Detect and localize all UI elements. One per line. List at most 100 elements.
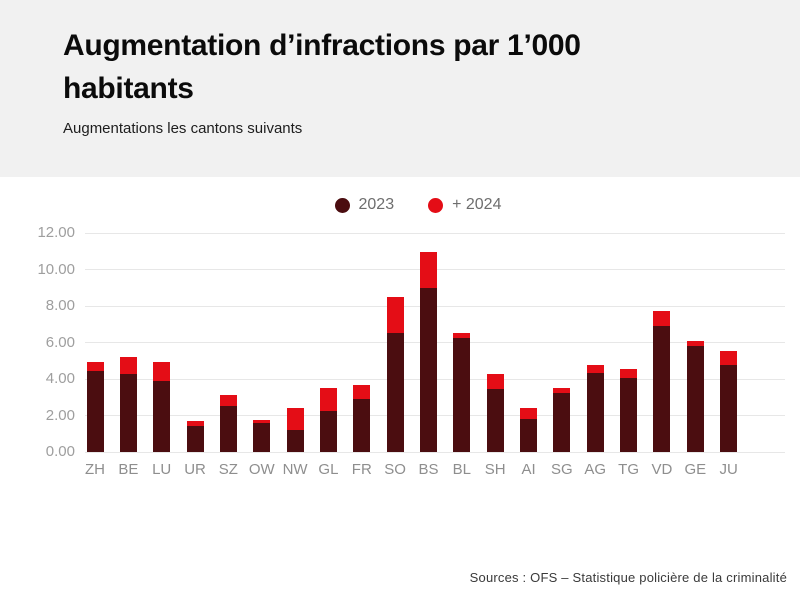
bar-group-OW xyxy=(253,420,271,452)
bar-segment-2023 xyxy=(520,419,538,452)
bar-segment-2024 xyxy=(720,350,738,366)
bar-segment-2023 xyxy=(720,365,738,452)
bar-group-SO xyxy=(386,296,404,452)
y-axis-label: 10.00 xyxy=(37,260,75,278)
grid-line xyxy=(85,232,785,234)
bar-group-BL xyxy=(453,333,471,452)
bar-segment-2024 xyxy=(520,408,538,420)
bar-group-GL xyxy=(319,388,337,452)
bar-group-AG xyxy=(586,365,604,452)
x-axis-label-TG: TG xyxy=(618,461,640,478)
bar-segment-2024 xyxy=(486,373,504,390)
bar-segment-2023 xyxy=(319,410,337,452)
bar-group-NW xyxy=(286,408,304,452)
bar-group-VD xyxy=(653,311,671,452)
page-title: Augmentation d’infractions par 1’000 hab… xyxy=(63,29,581,105)
x-axis-label-GL: GL xyxy=(318,461,339,478)
header: Augmentation d’infractions par 1’000 hab… xyxy=(0,0,800,177)
x-axis-label-FR: FR xyxy=(351,461,372,478)
legend-label-2023: 2023 xyxy=(358,196,395,213)
bar-segment-2024 xyxy=(386,296,404,334)
bar-segment-2024 xyxy=(86,361,104,371)
bar-segment-2023 xyxy=(686,346,704,452)
chart-legend: 2023 + 2024 xyxy=(0,196,800,214)
x-axis-label-AG: AG xyxy=(584,461,607,478)
page-subtitle: Augmentations les cantons suivants xyxy=(63,120,303,137)
bar-group-TG xyxy=(620,368,638,452)
x-axis-label-BS: BS xyxy=(418,461,439,478)
bar-group-FR xyxy=(353,385,371,452)
legend-item-2024: + 2024 xyxy=(428,196,501,214)
legend-dot-2023-icon xyxy=(334,197,350,213)
grid-line xyxy=(85,451,785,453)
bar-segment-2023 xyxy=(119,373,137,452)
x-axis-label-SH: SH xyxy=(484,461,506,478)
y-axis-label: 2.00 xyxy=(45,406,75,424)
bar-segment-2023 xyxy=(153,380,171,452)
x-axis-label-SZ: SZ xyxy=(218,461,238,478)
source-note: Sources : OFS – Statistique policière de… xyxy=(469,570,787,585)
x-axis-label-ZH: ZH xyxy=(85,461,105,478)
x-axis-label-BL: BL xyxy=(452,461,472,478)
x-axis-label-VD: VD xyxy=(651,461,673,478)
x-axis-label-GE: GE xyxy=(684,461,707,478)
bar-segment-2024 xyxy=(353,385,371,400)
y-axis-label: 4.00 xyxy=(45,370,75,387)
bar-segment-2023 xyxy=(653,326,671,452)
plot-area xyxy=(85,232,785,453)
bar-segment-2024 xyxy=(620,368,638,379)
bar-group-AI xyxy=(520,408,538,452)
bar-segment-2023 xyxy=(486,389,504,452)
bar-segment-2023 xyxy=(586,372,604,452)
x-axis-label-JU: JU xyxy=(719,461,738,478)
bar-segment-2024 xyxy=(586,365,604,373)
y-axis-label: 0.00 xyxy=(45,443,75,460)
bar-segment-2023 xyxy=(420,287,437,452)
y-axis-label: 12.00 xyxy=(37,224,75,241)
bar-segment-2023 xyxy=(453,337,471,452)
bar-group-ZH xyxy=(86,361,104,452)
bar-segment-2024 xyxy=(186,420,204,427)
bar-group-SZ xyxy=(219,395,237,452)
bar-segment-2024 xyxy=(653,311,671,327)
bar-segment-2024 xyxy=(286,408,304,431)
bar-group-SH xyxy=(486,373,504,452)
x-axis-label-SG: SG xyxy=(551,461,573,478)
bar-group-GE xyxy=(686,340,704,452)
legend-label-2024: + 2024 xyxy=(452,196,502,213)
x-axis-label-LU: LU xyxy=(152,461,172,478)
bar-segment-2023 xyxy=(286,430,304,452)
bar-group-UR xyxy=(186,420,204,452)
bar-group-BE xyxy=(119,357,137,452)
bar-segment-2023 xyxy=(620,378,638,452)
bar-segment-2023 xyxy=(219,406,237,452)
legend-item-2023: 2023 xyxy=(334,196,395,214)
bar-segment-2024 xyxy=(319,388,337,411)
x-axis-label-SO: SO xyxy=(384,461,406,478)
bar-segment-2023 xyxy=(186,426,204,452)
bar-segment-2024 xyxy=(219,395,237,407)
bar-segment-2023 xyxy=(353,399,371,452)
x-axis-label-BE: BE xyxy=(118,461,139,478)
x-axis-label-NW: NW xyxy=(282,461,308,478)
bar-group-SG xyxy=(553,388,571,452)
x-axis-label-OW: OW xyxy=(248,461,275,478)
legend-dot-2024-icon xyxy=(428,197,444,213)
bar-segment-2023 xyxy=(86,370,104,452)
bar-segment-2024 xyxy=(153,361,171,381)
bar-segment-2024 xyxy=(253,420,271,423)
bar-segment-2024 xyxy=(453,333,471,338)
bar-segment-2024 xyxy=(420,252,437,288)
x-axis-label-UR: UR xyxy=(184,461,206,478)
bar-group-JU xyxy=(720,350,738,452)
bar-segment-2024 xyxy=(119,357,137,374)
bar-segment-2024 xyxy=(686,340,704,347)
bar-group-BS xyxy=(420,252,437,452)
x-axis-label-AI: AI xyxy=(521,461,536,478)
y-axis-label: 6.00 xyxy=(45,333,75,351)
bar-segment-2023 xyxy=(386,333,404,452)
y-axis-label: 8.00 xyxy=(45,297,75,314)
bar-segment-2024 xyxy=(553,388,571,393)
bar-group-LU xyxy=(153,361,171,452)
